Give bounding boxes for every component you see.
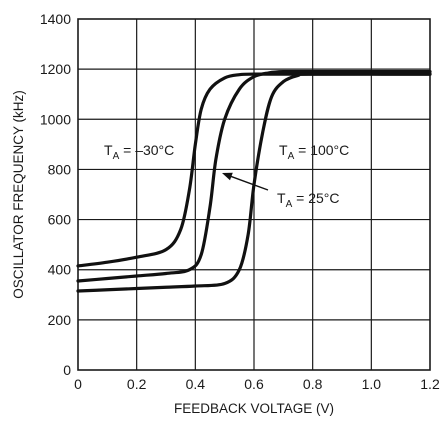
y-tick-labels: 0 200 400 600 800 1000 1200 1400 — [40, 11, 71, 378]
x-tick-label: 0.8 — [303, 376, 323, 392]
x-axis-label: FEEDBACK VOLTAGE (V) — [174, 401, 334, 416]
y-tick-label: 1200 — [40, 61, 71, 77]
y-tick-label: 400 — [48, 262, 72, 278]
series-ta-minus30c-line — [76, 72, 432, 268]
curve-annotations: TA = –30°C TA = 100°C TA = 25°C — [104, 142, 349, 210]
curves — [76, 69, 432, 293]
x-tick-label: 1.0 — [362, 376, 382, 392]
y-tick-label: 1000 — [40, 111, 71, 127]
series-ta-25c-line — [76, 69, 432, 283]
label-ta-25c: TA = 25°C — [277, 190, 339, 210]
x-tick-label: 1.2 — [420, 376, 440, 392]
label-ta-minus30c: TA = –30°C — [104, 142, 174, 162]
y-tick-label: 200 — [48, 312, 72, 328]
plot-frame — [77, 18, 431, 371]
x-tick-labels: 0 0.2 0.4 0.6 0.8 1.0 1.2 — [74, 376, 440, 392]
annotation-arrowhead — [222, 172, 233, 181]
x-tick-label: 0.4 — [186, 376, 206, 392]
y-tick-label: 1400 — [40, 11, 71, 27]
y-tick-label: 600 — [48, 212, 72, 228]
x-tick-label: 0.6 — [244, 376, 264, 392]
annotation-arrow — [227, 174, 269, 191]
y-tick-label: 0 — [63, 362, 71, 378]
series-ta-100c-line — [76, 72, 432, 293]
label-ta-100c: TA = 100°C — [279, 142, 349, 162]
y-tick-label: 800 — [48, 161, 72, 177]
y-axis-label: OSCILLATOR FREQUENCY (kHz) — [11, 90, 26, 299]
x-tick-label: 0 — [74, 376, 82, 392]
x-tick-label: 0.2 — [127, 376, 147, 392]
